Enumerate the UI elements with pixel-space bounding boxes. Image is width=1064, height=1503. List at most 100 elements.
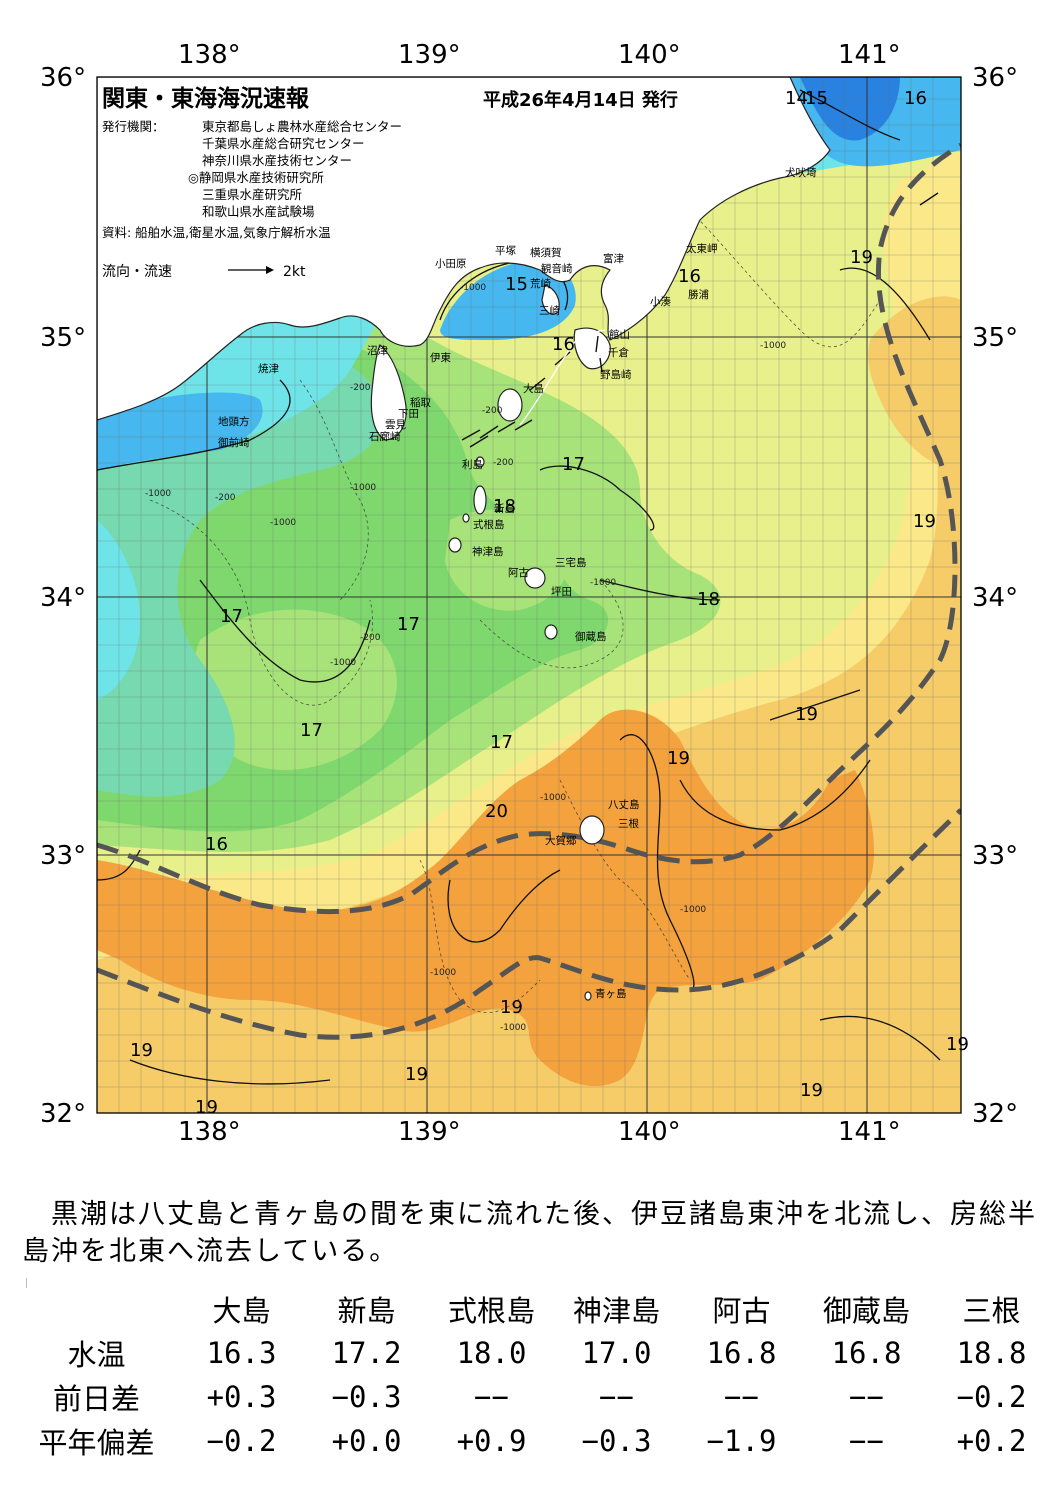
isotherm-label: 17 (300, 720, 323, 741)
issue-date: 平成26年4月14日 発行 (483, 89, 678, 111)
depth-contours (149, 199, 881, 1013)
table-cell: −− (474, 1380, 509, 1414)
kozushima-island (448, 537, 462, 553)
izu-peninsula (370, 344, 407, 441)
lon-label: 138° (178, 1117, 241, 1147)
isotherm-labels: 14 15 16 15 16 16 17 18 17 17 17 18 19 1… (130, 88, 969, 1118)
honshu-coast (97, 77, 831, 421)
issuer: 三重県水産研究所 (202, 187, 302, 202)
place-label: 横須賀 (530, 246, 562, 259)
isotherm-label: 16 (678, 266, 701, 287)
depth-label: -1000 (330, 658, 356, 668)
isotherm-label: 14 (785, 88, 808, 109)
table-cell: −1.9 (706, 1424, 777, 1458)
table-cell: +0.9 (456, 1424, 527, 1458)
lat-label: 35° (40, 323, 86, 353)
boso-tip (573, 327, 611, 370)
lon-label: 139° (398, 40, 461, 70)
place-label: 荒崎 (530, 277, 551, 290)
latitude-labels-left: 36° 35° 34° 33° 32° (40, 63, 86, 1129)
lon-label: 141° (838, 40, 901, 70)
place-label: 式根島 (473, 518, 505, 531)
table-cell: −0.2 (206, 1424, 277, 1458)
isotherm-lines (97, 89, 941, 1085)
isotherm-label: 16 (552, 334, 575, 355)
column-header: 式根島 (447, 1294, 535, 1328)
depth-label: -1000 (430, 968, 456, 978)
table-row: 水温 16.3 17.2 18.0 17.0 16.8 16.8 18.8 (14, 1331, 1054, 1375)
sst-patch-17-5-west (192, 609, 397, 770)
table-cell: −0.2 (956, 1380, 1027, 1414)
isotherm-label: 19 (795, 704, 818, 725)
isotherm-label: 17 (220, 606, 243, 627)
place-label: 観音崎 (541, 262, 573, 275)
sst-band-15 (97, 392, 263, 470)
map-frame (96, 76, 962, 1114)
place-label: 神津島 (472, 545, 504, 558)
isotherm-label: 17 (562, 454, 585, 475)
row-header: 前日差 (52, 1382, 140, 1416)
place-names: 犬吠埼 太東岬 勝浦 小湊 富津 横須賀 観音崎 平塚 小田原 荒崎 三崎 館山… (218, 166, 817, 1000)
lat-label: 35° (972, 323, 1018, 353)
miura (541, 284, 560, 315)
table-cell: 17.0 (581, 1336, 652, 1370)
place-label: 阿古 (508, 566, 529, 579)
sst-band-16-west-shelf (97, 520, 140, 700)
isotherm-label: 19 (500, 997, 523, 1018)
place-label: 青ヶ島 (595, 987, 627, 1000)
current-legend: 流向・流速 2kt (102, 264, 306, 280)
table-cell: −− (599, 1380, 634, 1414)
depth-labels: -1000 -200 -1000 -200 -1000 -200 -1000 -… (145, 283, 786, 1033)
table-cell: −0.3 (331, 1380, 402, 1414)
issuer: 千葉県水産総合研究センター (202, 136, 365, 151)
isotherm-label: 19 (405, 1064, 428, 1085)
isotherm-label: 15 (805, 88, 828, 109)
lat-label: 36° (972, 63, 1018, 93)
table-cell: +0.0 (331, 1424, 402, 1458)
place-label: 館山 (609, 328, 630, 341)
place-label: 八丈島 (608, 798, 640, 811)
column-header: 大島 (212, 1294, 271, 1328)
place-label: 野島崎 (600, 368, 632, 381)
depth-label: -1000 (145, 489, 171, 499)
depth-label: -200 (350, 383, 371, 393)
survey-track (519, 329, 606, 426)
isotherm-label: 18 (697, 589, 720, 610)
isotherm-label: 17 (490, 732, 513, 753)
sst-band-20 (97, 709, 875, 1087)
depth-label: -200 (360, 633, 381, 643)
depth-label: -1000 (270, 518, 296, 528)
sst-band-14 (800, 77, 900, 141)
place-label: 沼津 (367, 344, 388, 357)
column-header: 新島 (337, 1294, 396, 1328)
isotherm-label: 19 (913, 511, 936, 532)
aogashima-island (584, 991, 592, 1001)
issuer: ◎静岡県水産技術研究所 (188, 170, 324, 185)
place-label: 三崎 (539, 304, 560, 317)
place-label: 下田 (398, 408, 419, 420)
place-label: 三根 (618, 817, 639, 830)
column-header: 神津島 (572, 1294, 660, 1328)
table-cell: 17.2 (331, 1336, 402, 1370)
lon-label: 140° (618, 40, 681, 70)
isotherm-label: 15 (505, 274, 528, 295)
column-header: 三根 (962, 1294, 1021, 1328)
latitude-labels-right: 36° 35° 34° 33° 32° (972, 63, 1018, 1129)
longitude-labels-bottom: 138° 139° 140° 141° (178, 1117, 901, 1147)
shikinejima-island (462, 513, 470, 523)
table-row: 前日差 +0.3 −0.3 −− −− −− −− −0.2 (14, 1375, 1054, 1419)
niijima-island (473, 485, 487, 515)
data-sources: 資料: 船舶水温,衛星水温,気象庁解析水温 (102, 225, 331, 240)
sea-surface-temperature-map: 138° 139° 140° 141° 138° 139° 140° 141° … (40, 40, 1018, 1147)
isotherm-label: 16 (205, 834, 228, 855)
table-cell: 16.8 (831, 1336, 902, 1370)
place-label: 雲見 (385, 419, 406, 431)
isotherm-label: 16 (904, 88, 927, 109)
place-label: 大島 (523, 382, 544, 395)
place-label: 御蔵島 (575, 630, 607, 643)
place-label: 利島 (462, 458, 483, 471)
issuers-block: 発行機関： 東京都島しょ農林水産総合センター 千葉県水産総合研究センター 神奈川… (102, 119, 402, 240)
issuer: 和歌山県水産試験場 (202, 204, 315, 219)
table-cell: 16.8 (706, 1336, 777, 1370)
table-header-row: 大島 新島 式根島 神津島 阿古 御蔵島 三根 (14, 1287, 1054, 1331)
